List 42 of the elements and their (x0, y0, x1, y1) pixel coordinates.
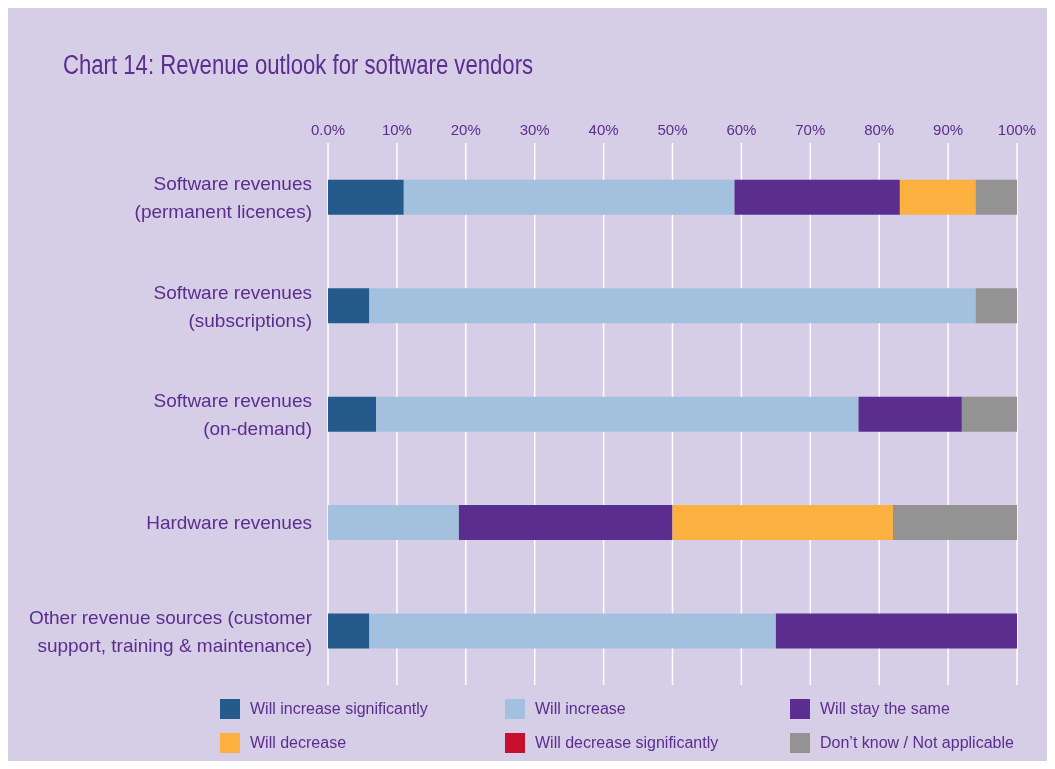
x-tick-label: 40% (588, 121, 619, 138)
bar (775, 613, 1017, 649)
bar (369, 288, 976, 324)
bar (734, 179, 900, 215)
y-tick-label: Software revenues (on-demand) (153, 389, 312, 439)
bar (892, 505, 1017, 541)
legend-label: Will increase (535, 700, 626, 718)
x-tick-label: 60% (726, 121, 757, 138)
bar (328, 396, 377, 432)
bar (369, 613, 776, 649)
bar (328, 613, 370, 649)
legend-label: Will increase significantly (250, 700, 428, 718)
legend-label: Will decrease (250, 734, 347, 752)
bar (328, 179, 404, 215)
legend-label: Will decrease significantly (535, 734, 719, 752)
chart-title: Chart 14: Revenue outlook for software vendors (63, 50, 534, 81)
x-tick-label: 50% (657, 121, 688, 138)
y-tick-label: Software revenues (subscriptions) (153, 281, 312, 331)
bar (328, 505, 459, 541)
bar (899, 179, 976, 215)
bar (376, 396, 859, 432)
legend-label: Don’t know / Not applicable (820, 734, 1014, 752)
bar (975, 179, 1017, 215)
x-tick-label: 100% (997, 121, 1037, 138)
x-tick-label: 0.0% (310, 121, 346, 138)
bar (961, 396, 1017, 432)
bar (458, 505, 673, 541)
y-tick-label: Software revenues (permanent licences) (134, 172, 312, 222)
bar (403, 179, 735, 215)
x-tick-label: 80% (864, 121, 895, 138)
bar (858, 396, 962, 432)
x-tick-label: 20% (450, 121, 481, 138)
x-tick-label: 70% (795, 121, 826, 138)
y-tick-label: Other revenue sources (customer support, training & maintenance) (28, 606, 313, 656)
x-tick-label: 90% (933, 121, 964, 138)
bar (672, 505, 893, 541)
y-tick-label: Hardware revenues (146, 511, 312, 533)
legend-label: Will stay the same (820, 700, 950, 718)
x-tick-label: 30% (519, 121, 550, 138)
bar (328, 288, 370, 324)
bar (975, 288, 1017, 324)
x-tick-label: 10% (381, 121, 412, 138)
